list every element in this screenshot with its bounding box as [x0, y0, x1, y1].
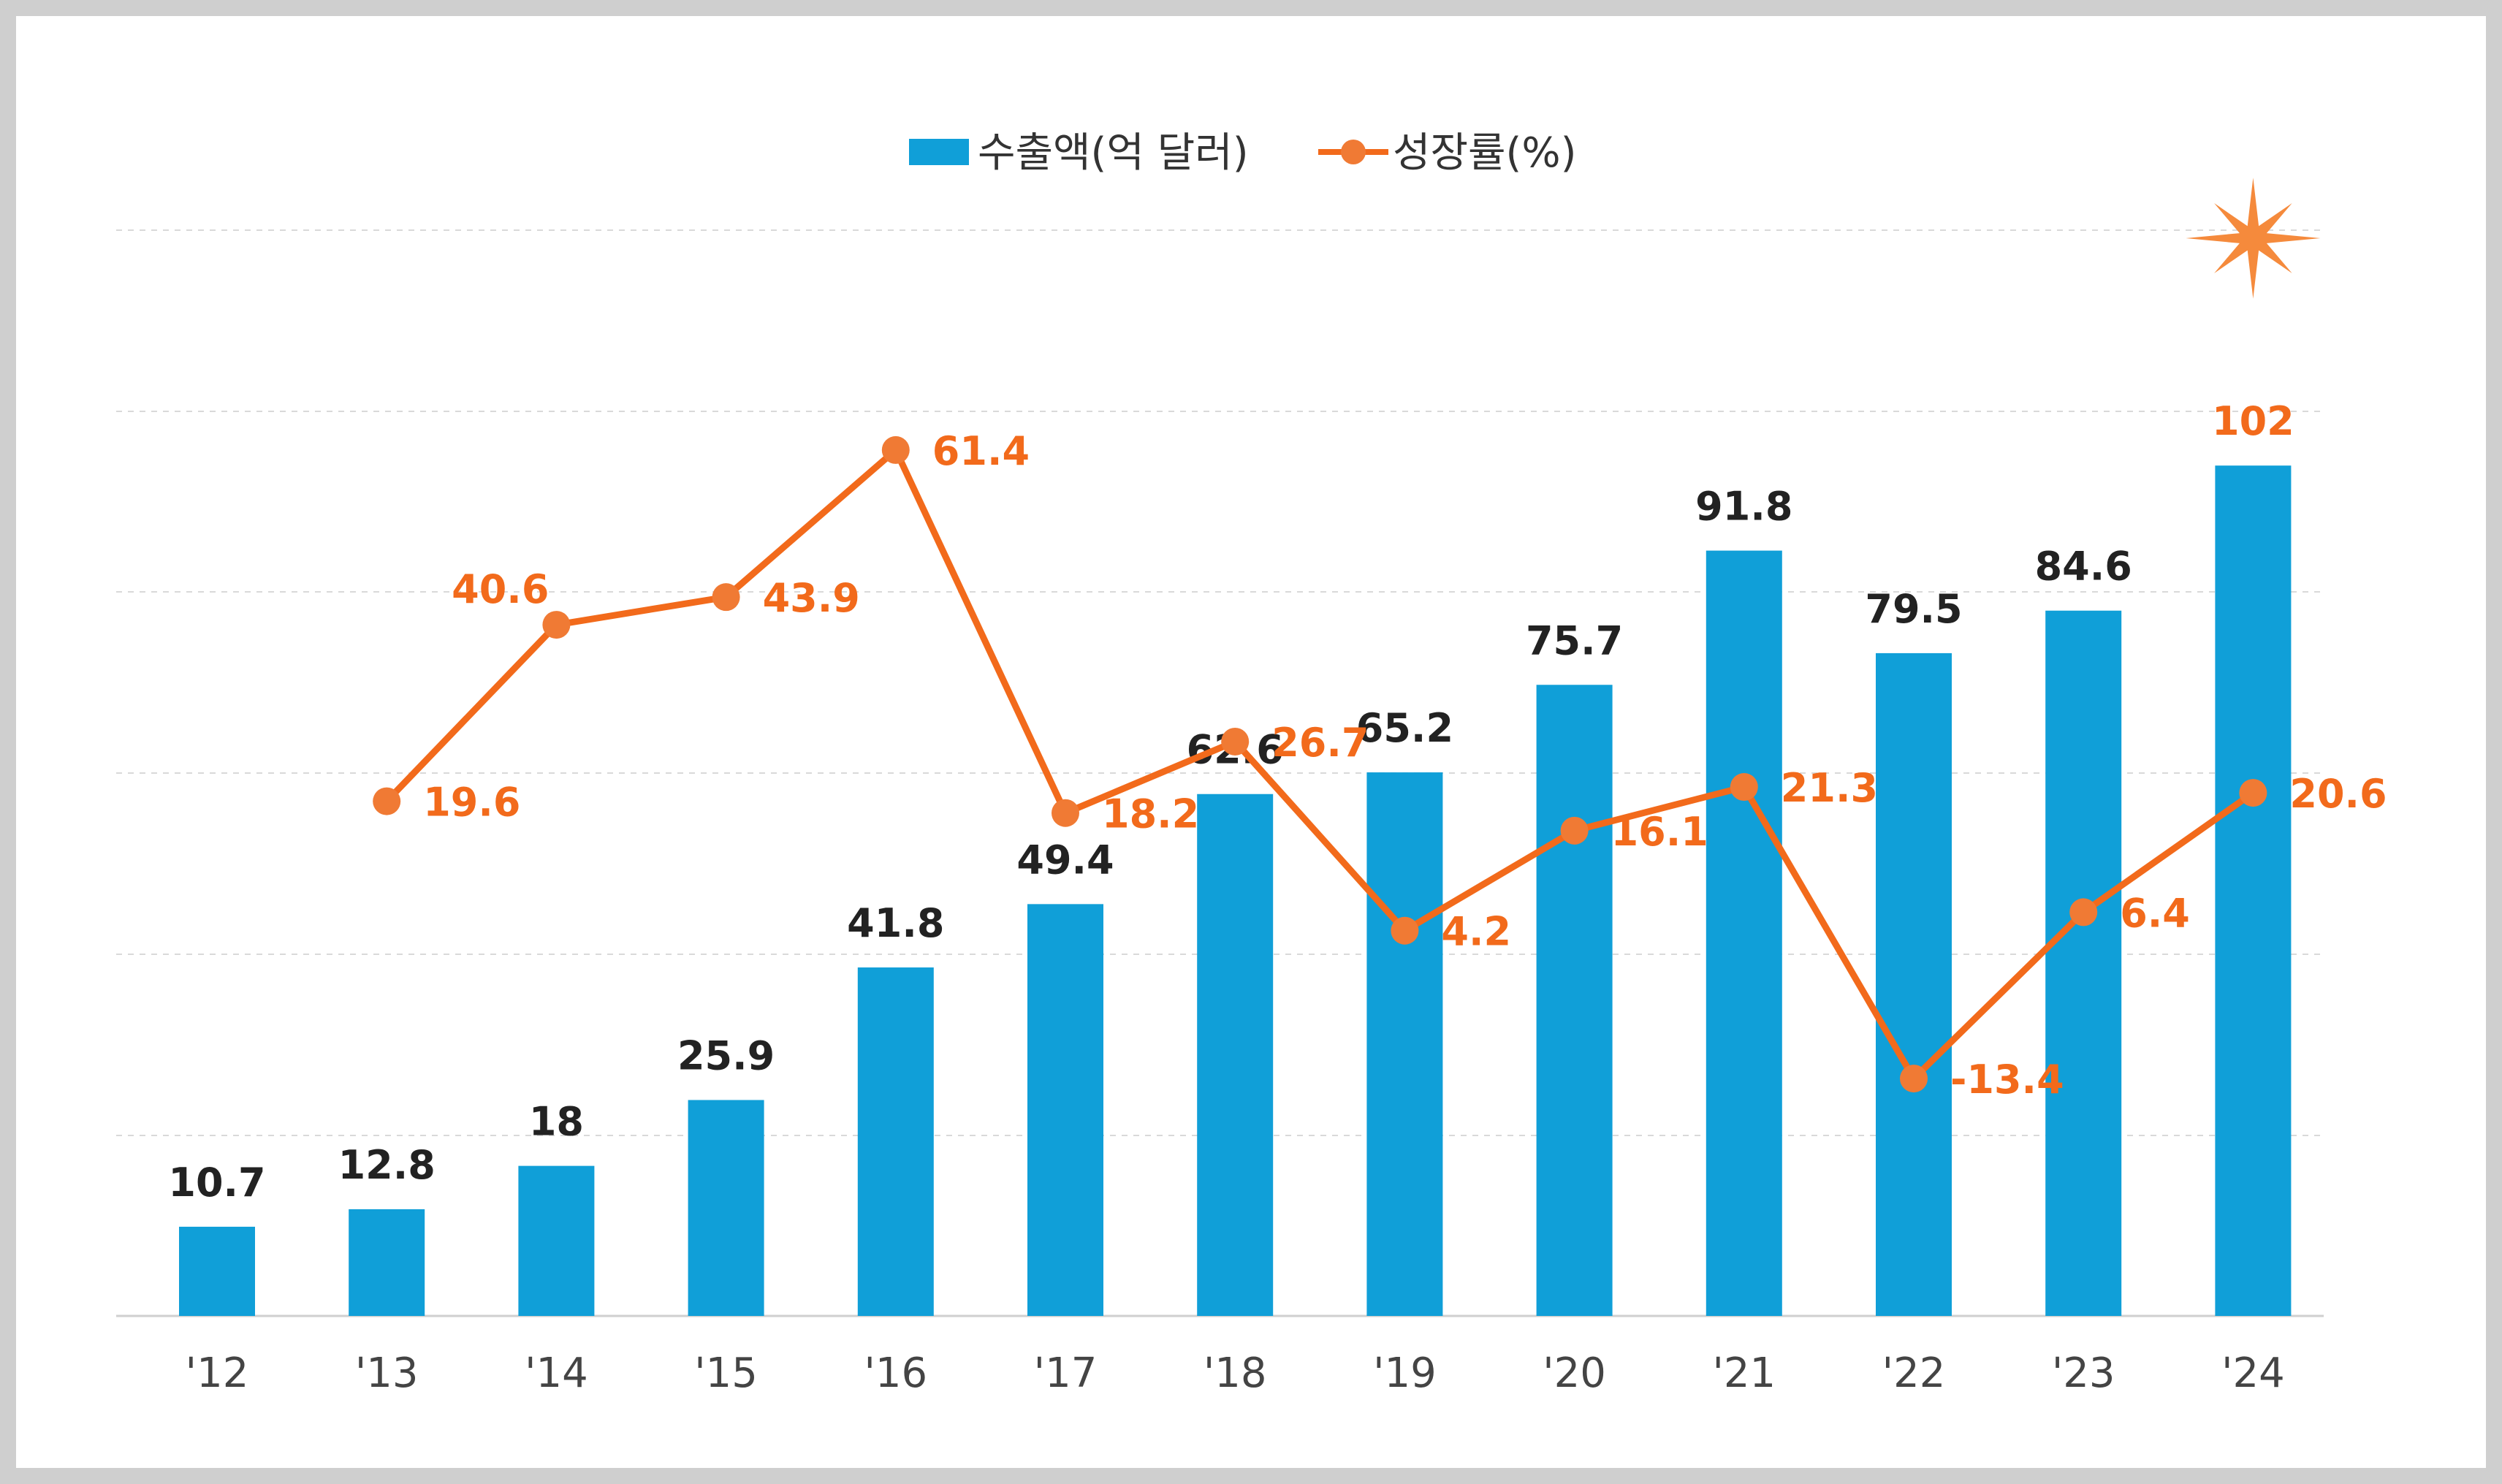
x-tick-label: '21	[1712, 1350, 1776, 1397]
bar-value-label: 18	[529, 1099, 584, 1145]
x-tick-label: '12	[186, 1350, 249, 1397]
bar-value-label: 84.6	[2035, 544, 2132, 590]
line-point	[1730, 773, 1758, 802]
bar-value-label: 79.5	[1865, 586, 1962, 632]
highlight-marker	[2186, 178, 2321, 299]
bar	[688, 1100, 764, 1316]
line-point	[1052, 799, 1079, 827]
bar	[2215, 465, 2292, 1317]
growth-line	[384, 446, 2255, 1082]
bar	[1366, 772, 1443, 1316]
combo-chart: 10.712.81825.941.849.462.665.275.791.879…	[116, 129, 2387, 1397]
line-value-label: 20.6	[2289, 771, 2387, 817]
bar	[1027, 904, 1103, 1316]
star-burst-icon	[2186, 178, 2321, 299]
line-value-label: -13.4	[1950, 1057, 2064, 1103]
line-value-label: 26.7	[1271, 720, 1369, 766]
bar	[857, 967, 934, 1316]
line-value-label: 6.4	[2120, 890, 2190, 936]
x-tick-label: '15	[694, 1350, 758, 1397]
bar-series	[179, 465, 2292, 1317]
x-tick-label: '17	[1034, 1350, 1098, 1397]
x-axis-ticks: '12 '13 '14 '15 '16 '17 '18 '19 '20 '21 '22 '23 '24	[186, 1350, 2285, 1397]
line-point	[1560, 816, 1589, 845]
x-tick-label: '16	[864, 1350, 927, 1397]
line-value-label: 18.2	[1102, 791, 1199, 837]
gridlines	[116, 229, 2324, 1317]
bar-value-label: 91.8	[1695, 484, 1792, 530]
line-point	[2069, 898, 2098, 926]
x-tick-label: '19	[1373, 1350, 1437, 1397]
line-point	[542, 611, 571, 639]
bar-labels: 10.712.81825.941.849.462.665.275.791.879…	[168, 398, 2294, 1206]
bar	[518, 1165, 595, 1316]
line-value-label: 19.6	[423, 780, 520, 826]
bar	[1706, 550, 1782, 1316]
bar	[2045, 610, 2122, 1316]
bar	[179, 1226, 255, 1316]
line-point	[881, 435, 910, 464]
legend-bar-label: 수출액(억 달러)	[978, 129, 1249, 177]
bar	[1876, 652, 1952, 1316]
bar	[1197, 794, 1274, 1316]
legend-line-label: 성장률(%)	[1393, 129, 1576, 177]
x-tick-label: '23	[2052, 1350, 2115, 1397]
bar-value-label: 49.4	[1016, 837, 1114, 883]
bar-value-label: 12.8	[338, 1142, 436, 1188]
line-point	[712, 583, 740, 612]
line-value-label: 4.2	[1441, 909, 1511, 955]
line-value-label: 61.4	[932, 428, 1030, 474]
line-point	[1221, 727, 1250, 756]
x-tick-label: '14	[525, 1350, 588, 1397]
bar-value-label: 10.7	[168, 1160, 265, 1206]
x-tick-label: '13	[355, 1350, 419, 1397]
chart-frame: 10.712.81825.941.849.462.665.275.791.879…	[16, 16, 2486, 1468]
line-point	[1391, 916, 1419, 945]
bar-value-label: 75.7	[1526, 617, 1623, 663]
x-tick-label: '24	[2221, 1350, 2285, 1397]
line-value-label: 16.1	[1611, 809, 1708, 855]
bar-value-label: 25.9	[677, 1032, 775, 1078]
x-tick-label: '22	[1882, 1350, 1946, 1397]
bar-value-label: 41.8	[847, 900, 944, 946]
bar	[1536, 685, 1613, 1316]
x-tick-label: '18	[1204, 1350, 1267, 1397]
line-point	[1900, 1065, 1928, 1093]
bar	[349, 1209, 425, 1316]
bar-value-label: 65.2	[1356, 705, 1453, 751]
line-value-label: 21.3	[1781, 765, 1878, 811]
bar-value-label: 102	[2212, 398, 2294, 444]
line-labels: 19.6 40.6 43.9 61.4 18.2 26.7 4.2 16.1 21.3 -13.4…	[423, 428, 2387, 1103]
legend: 수출액(억 달러) 성장률(%)	[909, 129, 1576, 177]
line-value-label: 40.6	[452, 566, 549, 612]
x-tick-label: '20	[1543, 1350, 1606, 1397]
legend-line-marker	[1341, 140, 1366, 164]
line-point	[2239, 779, 2267, 807]
line-value-label: 43.9	[763, 575, 860, 621]
legend-bar-swatch	[909, 139, 969, 165]
line-series	[373, 435, 2267, 1093]
line-point	[373, 787, 401, 815]
